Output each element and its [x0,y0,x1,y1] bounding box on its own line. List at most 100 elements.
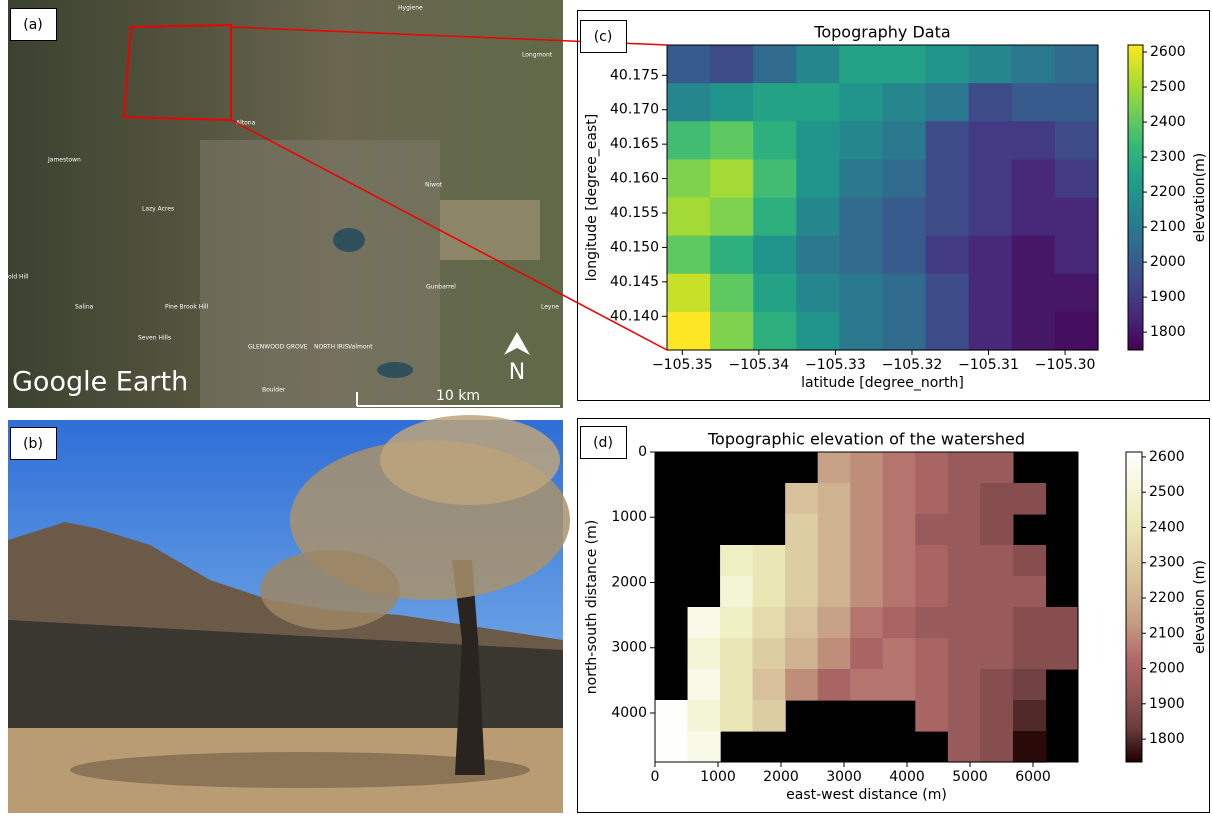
heatmap-cell [710,121,754,160]
map-panel: Hygiene Longmont Altona Jamestown Lazy A… [8,0,563,408]
colorbar-tick-label: 2000 [1149,661,1185,677]
heatmap-cell [969,274,1013,313]
colorbar-tick-label: 2100 [1149,625,1185,641]
place-label: Salina [75,304,94,311]
heatmap-cell [1012,121,1056,160]
x-tick-label: 1000 [700,769,736,785]
heatmap-cell [948,731,981,763]
heatmap-cell [818,669,851,701]
heatmap-cell [980,638,1013,670]
y-tick-label: 40.175 [610,67,659,83]
chart-title: Topography Data [813,23,950,42]
panel-label: (d) [593,435,613,451]
heatmap-cell [926,83,970,122]
heatmap-cell [796,198,840,237]
place-label: Leyne [541,304,559,311]
heatmap-cell [839,198,883,237]
heatmap-cell [1045,607,1078,639]
heatmap-cell [1012,159,1056,198]
place-label: Hygiene [398,5,423,12]
heatmap-cell [969,236,1013,275]
heatmap-cell [688,607,721,639]
heatmap-cell [753,274,797,313]
heatmap-cell [926,159,970,198]
place-label: Valmont [348,344,373,351]
y-tick-label: 4000 [611,705,647,721]
heatmap-cell [796,312,840,351]
x-tick-label: −105.33 [805,357,866,373]
heatmap-cell [839,83,883,122]
heatmap-cell [980,483,1013,515]
heatmap-cell [883,607,916,639]
y-tick-label: 40.155 [610,205,659,221]
heatmap-cell [1055,159,1099,198]
heatmap-cell [1012,312,1056,351]
x-tick-label: 6000 [1015,769,1051,785]
heatmap-cell [883,159,927,198]
heatmap-cell [969,83,1013,122]
heatmap-cell [710,159,754,198]
heatmap-cell [720,545,753,577]
heatmap-cell [883,576,916,608]
heatmap-cell [883,483,916,515]
heatmap-cell [1012,45,1056,84]
heatmap-cell [753,121,797,160]
heatmap-cell [818,483,851,515]
heatmap-cell [980,514,1013,546]
heatmap-cell [818,514,851,546]
heatmap-cell [753,198,797,237]
heatmap-cell [839,236,883,275]
heatmap-cell [818,638,851,670]
x-tick-label: −105.31 [958,357,1019,373]
heatmap-cell [667,159,711,198]
heatmap-cell [883,274,927,313]
heatmap-cell [969,121,1013,160]
y-tick-label: 2000 [611,574,647,590]
colorbar-tick-label: 2400 [1150,114,1186,130]
x-tick-label: 4000 [889,769,925,785]
colorbar-tick-label: 2100 [1150,219,1186,235]
heatmap-cell [1012,274,1056,313]
heatmap-cell [1012,198,1056,237]
x-axis-label: east-west distance (m) [786,787,947,803]
north-label: N [509,360,525,385]
map-lake [377,362,413,378]
panel-label: (c) [594,29,613,45]
heatmap-cell [915,638,948,670]
colorbar-tick-label: 1800 [1149,731,1185,747]
colorbar-tick-label: 1900 [1150,289,1186,305]
panel-label: (a) [23,17,43,33]
heatmap-cell [710,236,754,275]
heatmap-cell [688,638,721,670]
x-tick-label: 3000 [826,769,862,785]
heatmap-cell [883,198,927,237]
panel-label: (b) [23,436,43,452]
heatmap-cell [850,514,883,546]
y-axis-label: longitude [degree_east] [584,114,600,281]
x-tick-label: −105.32 [882,357,943,373]
heatmap-cell [753,576,786,608]
heatmap-cell [1012,83,1056,122]
heatmap-cell [948,483,981,515]
heatmap-cell [915,545,948,577]
heatmap-cell [926,312,970,351]
heatmap-cell [1013,607,1046,639]
place-label: GLENWOOD GROVE [248,344,308,351]
heatmap-cell [1055,83,1099,122]
heatmap-cell [839,274,883,313]
y-tick-label: 40.145 [610,274,659,290]
colorbar-tick-label: 1800 [1150,324,1186,340]
heatmap-cell [667,45,711,84]
heatmap-cell [883,669,916,701]
heatmap-cell [850,607,883,639]
heatmap-cell [850,483,883,515]
heatmap-cell [850,545,883,577]
y-tick-label: 40.150 [610,239,659,255]
heatmap-cell [720,607,753,639]
photo-canopy [260,550,400,630]
heatmap-cell [785,576,818,608]
heatmap-cell [796,45,840,84]
heatmap-cell [883,545,916,577]
heatmap-cell [839,159,883,198]
heatmap-cell [883,638,916,670]
